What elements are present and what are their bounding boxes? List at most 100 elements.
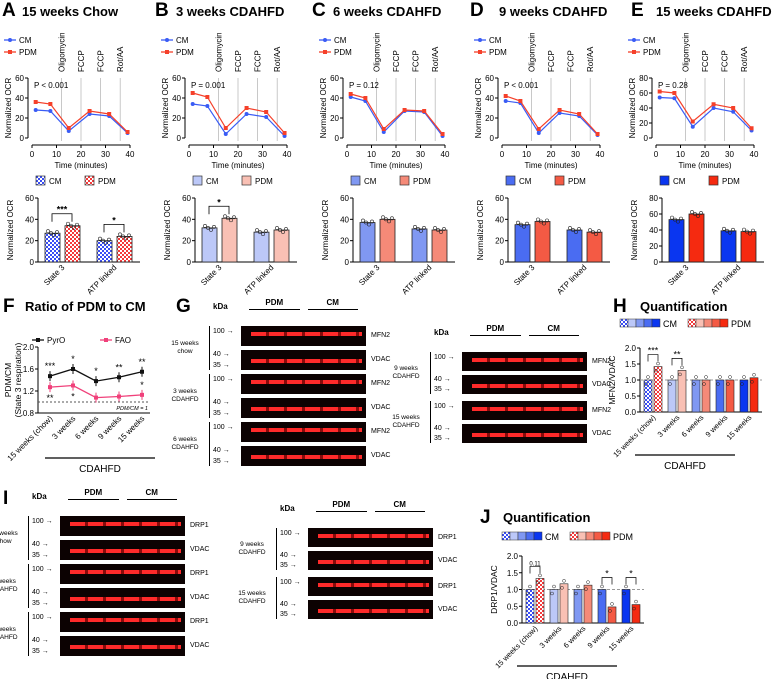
series-line-cm [659, 96, 752, 131]
replicate-point [436, 228, 440, 232]
bar-pdm [534, 221, 551, 263]
legend-marker-icon [165, 38, 169, 42]
protein-band [251, 428, 363, 432]
y-tick-label: 2.0 [507, 552, 519, 561]
condition-bracket [28, 564, 29, 608]
blot-image [60, 636, 185, 656]
x-tick-label: 0 [187, 150, 192, 159]
y-tick-label: 80 [649, 194, 658, 203]
legend-label: PDM [98, 177, 116, 186]
bar-pdm [64, 225, 81, 263]
injection-label: Rot/AA [586, 46, 595, 72]
legend-swatch-cm [659, 175, 670, 186]
data-point [117, 375, 121, 380]
kda-marker: 35 → [32, 600, 49, 607]
replicate-point [742, 227, 746, 232]
y-tick-label: 60 [25, 194, 34, 203]
y-tick-label: 20 [15, 114, 24, 123]
replicate-point [422, 226, 426, 230]
replicate-point [690, 210, 694, 214]
kda-label: kDa [434, 328, 449, 337]
y-tick-label: 60 [172, 74, 181, 83]
data-point [140, 392, 144, 397]
kda-marker: 35 → [434, 435, 451, 442]
panel-title-j: Quantification [503, 510, 591, 525]
legend-label: CM [334, 36, 347, 45]
significance-stars: * [217, 197, 221, 207]
bar-pdm [725, 379, 735, 413]
condition-bracket [430, 401, 431, 443]
group-header-pdm: PDM [316, 500, 367, 512]
data-point-pdm [282, 131, 287, 135]
data-point-pdm [422, 109, 427, 113]
replicate-point [519, 222, 523, 227]
replicate-point [101, 238, 105, 243]
legend-swatch-cm [651, 318, 661, 328]
replicate-point [98, 236, 102, 241]
replicate-point [632, 606, 636, 611]
kda-marker: 100 → [32, 566, 53, 573]
replicate-point [232, 215, 236, 220]
x-category-label: ATP linked [400, 263, 433, 296]
replicate-point [588, 228, 592, 233]
y-tick-label: 1.2 [23, 387, 35, 396]
data-point-pdm [348, 92, 353, 96]
data-point [71, 383, 75, 388]
x-category-label: 15 weeks (chow) [611, 413, 658, 460]
panel-letter-b: B [155, 0, 169, 21]
data-point-cm [711, 106, 716, 110]
kda-marker: 35 → [280, 562, 297, 569]
replicate-point [528, 584, 532, 589]
data-point-cm [264, 115, 269, 119]
data-point-cm [657, 95, 662, 100]
protein-band [70, 645, 182, 649]
chart-f-ratio: PyrO FAO 0.8 1.2 1.6 2.0 PDM/CM (State 3 respir… [3, 336, 155, 475]
bar-pdm [583, 584, 593, 624]
kda-marker: 40 → [213, 351, 230, 358]
protein-band [318, 559, 430, 564]
replicate-point [52, 233, 56, 238]
blot-image [462, 375, 587, 394]
kda-marker: 35 → [213, 410, 230, 417]
bar-cm [566, 229, 583, 263]
replicate-point [538, 573, 542, 578]
replicate-point [670, 215, 674, 220]
panel-title-f: Ratio of PDM to CM [25, 299, 146, 314]
y-tick-label: 60 [340, 194, 349, 203]
significance-stars: * [112, 215, 116, 225]
data-point [48, 374, 52, 379]
protein-band [70, 570, 182, 574]
replicate-point [209, 227, 213, 232]
data-point [94, 379, 98, 384]
bar-cm [253, 231, 270, 263]
injection-label: FCCP [701, 50, 710, 72]
x-category-label: 15 weeks [607, 624, 636, 653]
group-label: CDAHFD [546, 672, 588, 679]
replicate-point [261, 232, 265, 237]
x-tick-label: 0 [654, 150, 659, 159]
data-point-pdm [66, 126, 71, 130]
legend-marker-icon [8, 38, 12, 42]
replicate-point [387, 219, 391, 224]
x-tick-label: 30 [101, 150, 110, 159]
panel-letter-a: A [2, 0, 16, 21]
y-tick-label: 60 [485, 74, 494, 83]
protein-label: MFN2 [592, 406, 612, 414]
panel-letter-i: I [3, 488, 9, 509]
y-tick-label: 60 [15, 74, 24, 83]
bar-pdm [535, 578, 545, 624]
y-tick-label: 60 [330, 74, 339, 83]
data-point-pdm [557, 108, 562, 112]
legend-swatch-pdm [569, 531, 579, 541]
condition-bracket [276, 528, 277, 570]
kda-marker: 100 → [213, 424, 234, 431]
legend-label: PDM [255, 177, 273, 186]
kda-label: kDa [32, 492, 47, 501]
x-tick-label: 20 [701, 150, 710, 159]
protein-label: VDAC [190, 594, 210, 601]
data-point-cm [690, 124, 695, 129]
protein-band [251, 380, 363, 384]
blot-image [241, 350, 366, 370]
replicate-point [536, 580, 540, 585]
legend-swatch-pdm [719, 318, 729, 328]
